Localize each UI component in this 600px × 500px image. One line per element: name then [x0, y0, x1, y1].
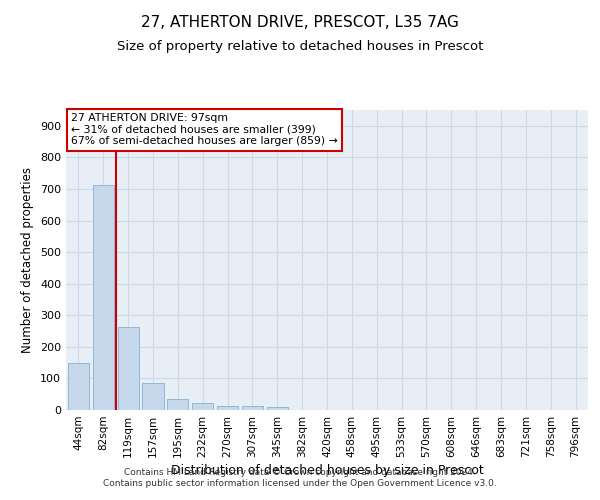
Bar: [167, 399, 188, 410]
Bar: [267, 406, 288, 410]
Bar: [93, 186, 114, 410]
Y-axis label: Number of detached properties: Number of detached properties: [22, 167, 34, 353]
Text: 27 ATHERTON DRIVE: 97sqm
← 31% of detached houses are smaller (399)
67% of semi-: 27 ATHERTON DRIVE: 97sqm ← 31% of detach…: [71, 113, 338, 146]
Text: Contains HM Land Registry data © Crown copyright and database right 2024.
Contai: Contains HM Land Registry data © Crown c…: [103, 468, 497, 487]
Bar: [68, 364, 89, 410]
Bar: [217, 406, 238, 410]
Bar: [242, 406, 263, 410]
X-axis label: Distribution of detached houses by size in Prescot: Distribution of detached houses by size …: [170, 464, 484, 477]
Text: 27, ATHERTON DRIVE, PRESCOT, L35 7AG: 27, ATHERTON DRIVE, PRESCOT, L35 7AG: [141, 15, 459, 30]
Bar: [142, 383, 164, 410]
Bar: [192, 404, 213, 410]
Text: Size of property relative to detached houses in Prescot: Size of property relative to detached ho…: [117, 40, 483, 53]
Bar: [118, 328, 139, 410]
